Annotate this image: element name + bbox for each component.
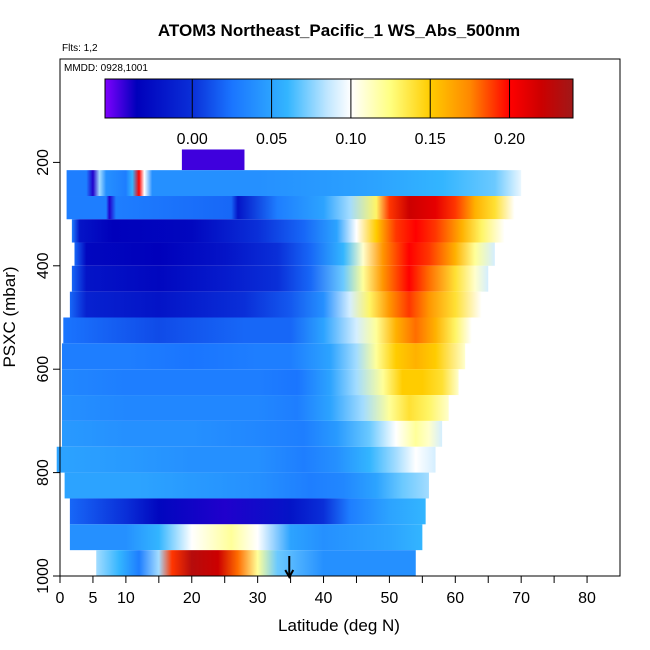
x-tick-label: 0 (56, 590, 65, 607)
y-axis-label: PSXC (mbar) (0, 266, 19, 367)
x-tick-label: 50 (381, 590, 399, 607)
x-tick-label: 10 (117, 590, 135, 607)
data-band (69, 291, 482, 318)
x-tick-label: 60 (446, 590, 464, 607)
x-tick-label: 80 (578, 590, 596, 607)
x-axis-label: Latitude (deg N) (278, 616, 400, 635)
colorbar-ticks: 0.00 0.05 0.10 0.15 0.20 (177, 79, 525, 148)
marker-arrow-head (284, 569, 295, 580)
colorbar-tick-label: 0.05 (256, 131, 287, 148)
colorbar-gradient (104, 78, 574, 119)
data-band (56, 446, 436, 473)
colorbar: 0.00 0.05 0.10 0.15 0.20 (104, 78, 574, 148)
data-band (64, 472, 429, 499)
colorbar-tick-label: 0.20 (494, 131, 525, 148)
data-band (66, 196, 515, 220)
plot-area (56, 58, 621, 580)
data-band (71, 265, 489, 292)
x-tick-label: 70 (512, 590, 530, 607)
data-bands (56, 149, 522, 576)
x-tick-label: 40 (315, 590, 333, 607)
chart-title: ATOM3 Northeast_Pacific_1 WS_Abs_500nm (158, 21, 520, 40)
data-band (61, 395, 449, 421)
data-band (71, 219, 505, 243)
colorbar-tick-label: 0.15 (415, 131, 446, 148)
data-band (61, 420, 443, 447)
latitude-marker (284, 556, 295, 580)
data-band (61, 343, 466, 370)
data-band (96, 550, 416, 576)
x-tick-label: 30 (249, 590, 267, 607)
data-band (61, 369, 459, 396)
data-band (181, 149, 245, 171)
y-tick-label: 200 (35, 149, 52, 176)
colorbar-tick-label: 0.00 (177, 131, 208, 148)
x-axis: 0 5 10 20 30 40 50 60 70 80 (56, 576, 596, 607)
x-tick-label: 5 (88, 590, 97, 607)
x-tick-label: 20 (183, 590, 201, 607)
y-tick-label: 400 (35, 252, 52, 279)
data-band (69, 524, 423, 551)
y-tick-label: 1000 (35, 558, 52, 594)
y-axis: 200 400 600 800 1000 (35, 149, 60, 594)
y-tick-label: 800 (35, 459, 52, 486)
plot-border (59, 58, 621, 577)
y-tick-label: 600 (35, 356, 52, 383)
data-band (63, 317, 472, 344)
data-band (74, 242, 495, 266)
data-band (69, 498, 426, 525)
data-band (66, 170, 522, 197)
colorbar-tick-label: 0.10 (335, 131, 366, 148)
flights-label: Flts: 1,2 (62, 43, 98, 54)
date-label: MMDD: 0928,1001 (64, 63, 148, 74)
